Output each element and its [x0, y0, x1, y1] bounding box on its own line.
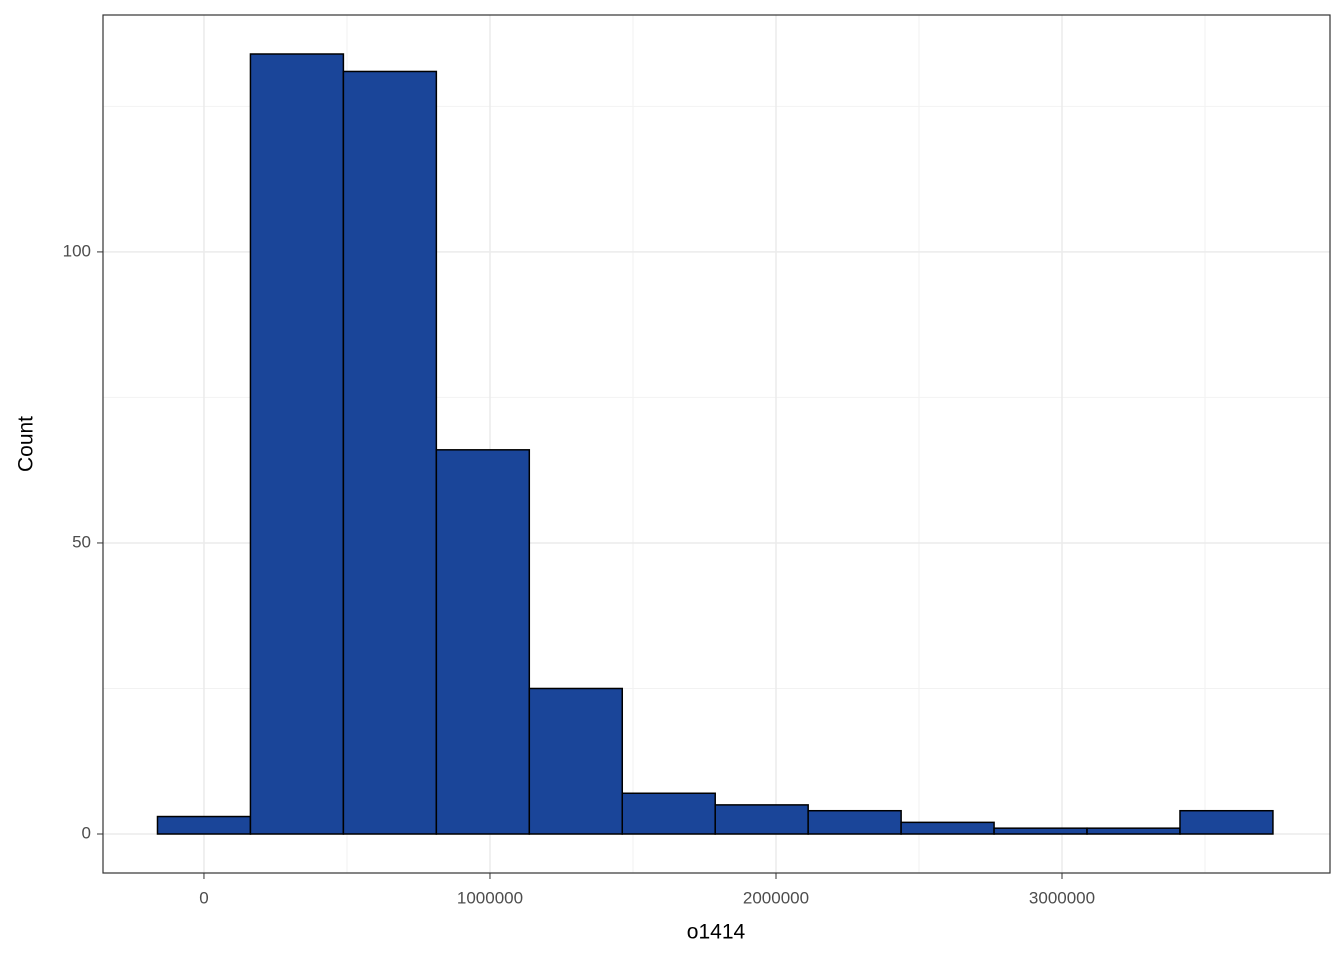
- histogram-bar: [249, 53, 345, 835]
- y-tick-label: 100: [63, 241, 91, 260]
- histogram-bar: [528, 687, 624, 835]
- histogram-bar: [1179, 809, 1274, 835]
- histogram-bar: [435, 449, 531, 835]
- histogram-bar: [993, 827, 1088, 835]
- histogram-bar: [1086, 827, 1181, 835]
- panel-border: [102, 14, 1331, 874]
- x-tick-label: 2000000: [743, 888, 809, 907]
- histogram-bar: [900, 821, 995, 835]
- y-tick-label: 50: [72, 532, 91, 551]
- y-tick-label: 0: [82, 823, 91, 842]
- histogram-bar: [621, 792, 716, 835]
- x-tick-label: 1000000: [457, 888, 523, 907]
- histogram-bar: [156, 815, 252, 835]
- y-axis-title: Count: [15, 416, 38, 472]
- histogram-bar: [714, 804, 809, 835]
- x-tick-label: 0: [199, 888, 208, 907]
- x-tick-label: 3000000: [1029, 888, 1095, 907]
- histogram-bar: [342, 70, 438, 835]
- x-axis-title: o1414: [687, 921, 746, 944]
- histogram-bar: [807, 809, 902, 835]
